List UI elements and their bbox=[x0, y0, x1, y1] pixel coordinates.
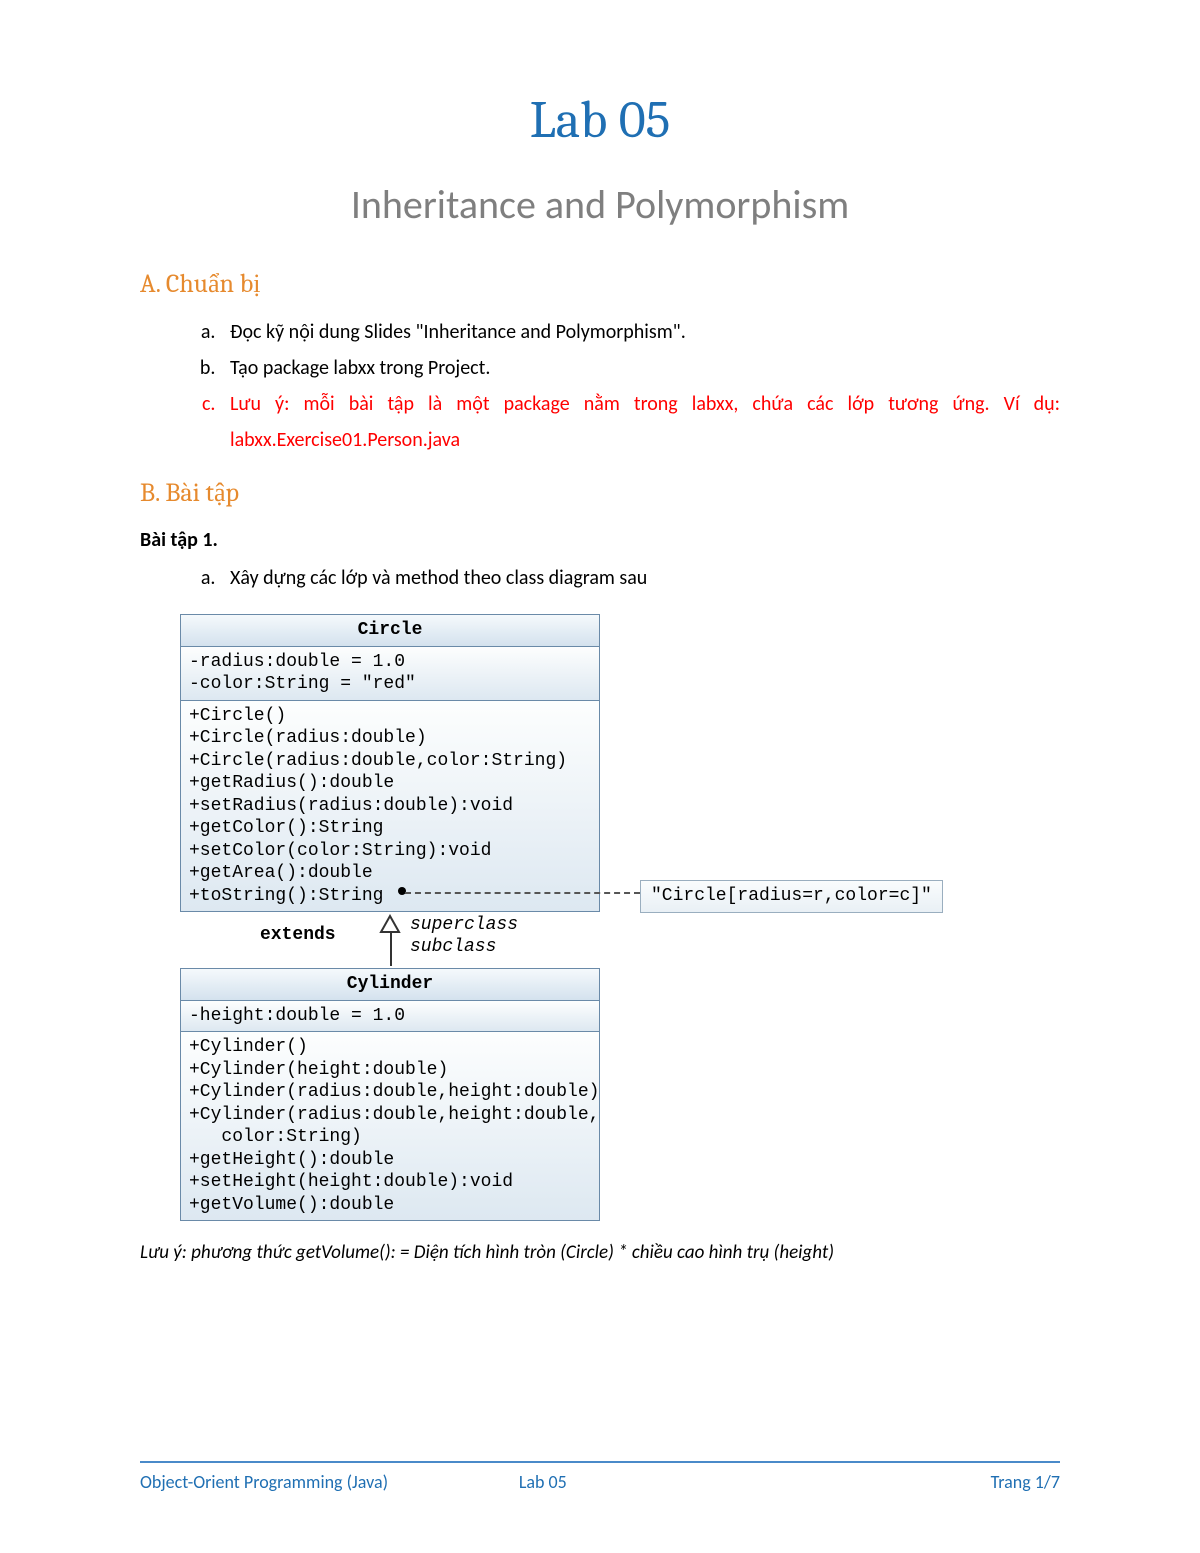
final-note: Lưu ý: phương thức getVolume(): = Diện t… bbox=[140, 1241, 1060, 1264]
uml-cylinder-name: Cylinder bbox=[181, 969, 599, 1001]
footer-mid: Lab 05 bbox=[519, 1471, 790, 1493]
section-b-heading: B. Bài tập bbox=[140, 478, 1060, 508]
footer-right: Trang 1/7 bbox=[789, 1471, 1060, 1493]
page-footer: Object-Orient Programming (Java) Lab 05 … bbox=[140, 1461, 1060, 1493]
uml-inheritance: extends superclass subclass bbox=[180, 912, 600, 968]
prep-list: Đọc kỹ nội dung Slides "Inheritance and … bbox=[140, 314, 1060, 458]
uml-cylinder-attrs: -height:double = 1.0 bbox=[181, 1001, 599, 1033]
section-a-heading: A. Chuẩn bị bbox=[140, 269, 1060, 299]
document-page: Lab 05 Inheritance and Polymorphism A. C… bbox=[0, 0, 1200, 1553]
uml-tostring-note: "Circle[radius=r,color=c]" bbox=[640, 880, 943, 913]
page-subtitle: Inheritance and Polymorphism bbox=[140, 180, 1060, 229]
exercise-1-title: Bài tập 1. bbox=[140, 528, 1060, 552]
uml-class-cylinder: Cylinder -height:double = 1.0 +Cylinder(… bbox=[180, 968, 600, 1221]
page-title: Lab 05 bbox=[140, 90, 1060, 150]
uml-inheritance-arrow-icon bbox=[379, 914, 401, 934]
uml-cylinder-ops: +Cylinder() +Cylinder(height:double) +Cy… bbox=[181, 1032, 599, 1220]
uml-class-circle: Circle -radius:double = 1.0 -color:Strin… bbox=[180, 614, 600, 912]
prep-item-a: Đọc kỹ nội dung Slides "Inheritance and … bbox=[220, 314, 1060, 350]
uml-superclass-label: superclass bbox=[410, 914, 518, 937]
uml-diagram: Circle -radius:double = 1.0 -color:Strin… bbox=[180, 614, 1060, 1221]
uml-circle-name: Circle bbox=[181, 615, 599, 647]
footer-left: Object-Orient Programming (Java) bbox=[140, 1471, 519, 1493]
exercise-1-a: Xây dựng các lớp và method theo class di… bbox=[220, 562, 1060, 594]
uml-circle-attrs: -radius:double = 1.0 -color:String = "re… bbox=[181, 647, 599, 701]
prep-item-b: Tạo package labxx trong Project. bbox=[220, 350, 1060, 386]
uml-circle-ops: +Circle() +Circle(radius:double) +Circle… bbox=[181, 701, 599, 912]
uml-extends-label: extends bbox=[260, 924, 336, 947]
prep-item-c-note: Lưu ý: mỗi bài tập là một package nằm tr… bbox=[220, 386, 1060, 458]
uml-dashed-connector bbox=[405, 892, 640, 894]
uml-inheritance-stem bbox=[390, 932, 392, 966]
exercise-1-list: Xây dựng các lớp và method theo class di… bbox=[140, 562, 1060, 594]
uml-subclass-label: subclass bbox=[410, 936, 496, 959]
uml-circle-wrapper: Circle -radius:double = 1.0 -color:Strin… bbox=[180, 614, 1060, 912]
